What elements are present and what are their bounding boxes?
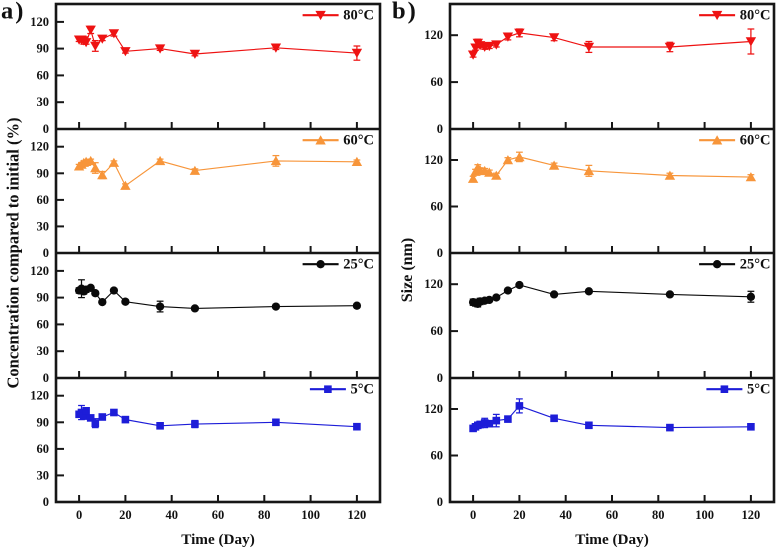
svg-text:90: 90 [37, 415, 50, 429]
svg-text:0: 0 [437, 495, 443, 509]
svg-text:120: 120 [742, 508, 761, 522]
svg-text:0: 0 [437, 371, 443, 385]
svg-text:80°C: 80°C [740, 8, 771, 24]
svg-text:Size (nm): Size (nm) [399, 238, 416, 302]
svg-text:120: 120 [30, 140, 49, 154]
svg-text:30: 30 [37, 468, 50, 482]
svg-text:80°C: 80°C [343, 8, 374, 24]
svg-text:b): b) [392, 0, 418, 25]
svg-text:90: 90 [37, 166, 50, 180]
svg-text:25°C: 25°C [343, 257, 374, 273]
svg-text:0: 0 [43, 246, 49, 260]
svg-text:120: 120 [424, 153, 443, 167]
svg-text:120: 120 [424, 402, 443, 416]
svg-text:25°C: 25°C [740, 257, 771, 273]
svg-text:a): a) [1, 0, 25, 25]
svg-text:60: 60 [37, 193, 50, 207]
svg-text:120: 120 [30, 389, 49, 403]
svg-text:30: 30 [37, 219, 50, 233]
svg-text:0: 0 [43, 371, 49, 385]
svg-text:60: 60 [431, 75, 444, 89]
svg-text:60: 60 [37, 68, 50, 82]
svg-text:0: 0 [470, 508, 476, 522]
svg-text:90: 90 [37, 42, 50, 56]
svg-text:Time (Day): Time (Day) [181, 531, 255, 548]
svg-text:60°C: 60°C [740, 133, 771, 149]
svg-text:Time (Day): Time (Day) [575, 531, 649, 548]
svg-text:90: 90 [37, 291, 50, 305]
svg-text:120: 120 [424, 277, 443, 291]
svg-text:5°C: 5°C [350, 382, 374, 398]
svg-text:30: 30 [37, 344, 50, 358]
svg-text:60: 60 [606, 508, 619, 522]
svg-text:60: 60 [431, 449, 444, 463]
svg-text:60: 60 [431, 200, 444, 214]
svg-text:120: 120 [348, 508, 367, 522]
svg-text:20: 20 [513, 508, 526, 522]
svg-text:0: 0 [43, 122, 49, 136]
svg-text:30: 30 [37, 95, 50, 109]
svg-text:40: 40 [165, 508, 178, 522]
svg-text:60: 60 [37, 317, 50, 331]
svg-text:5°C: 5°C [747, 382, 771, 398]
svg-text:0: 0 [76, 508, 82, 522]
svg-text:120: 120 [424, 28, 443, 42]
svg-text:80: 80 [258, 508, 271, 522]
svg-text:0: 0 [437, 122, 443, 136]
svg-text:0: 0 [43, 495, 49, 509]
svg-text:60: 60 [37, 442, 50, 456]
svg-text:120: 120 [30, 15, 49, 29]
svg-text:20: 20 [119, 508, 132, 522]
svg-text:Concentration compared to init: Concentration compared to initial (%) [4, 117, 23, 388]
svg-text:60: 60 [431, 324, 444, 338]
svg-text:0: 0 [437, 246, 443, 260]
svg-text:60: 60 [212, 508, 225, 522]
svg-text:100: 100 [695, 508, 714, 522]
svg-text:60°C: 60°C [343, 133, 374, 149]
svg-text:80: 80 [652, 508, 665, 522]
svg-text:100: 100 [301, 508, 320, 522]
svg-text:120: 120 [30, 264, 49, 278]
svg-text:40: 40 [559, 508, 572, 522]
